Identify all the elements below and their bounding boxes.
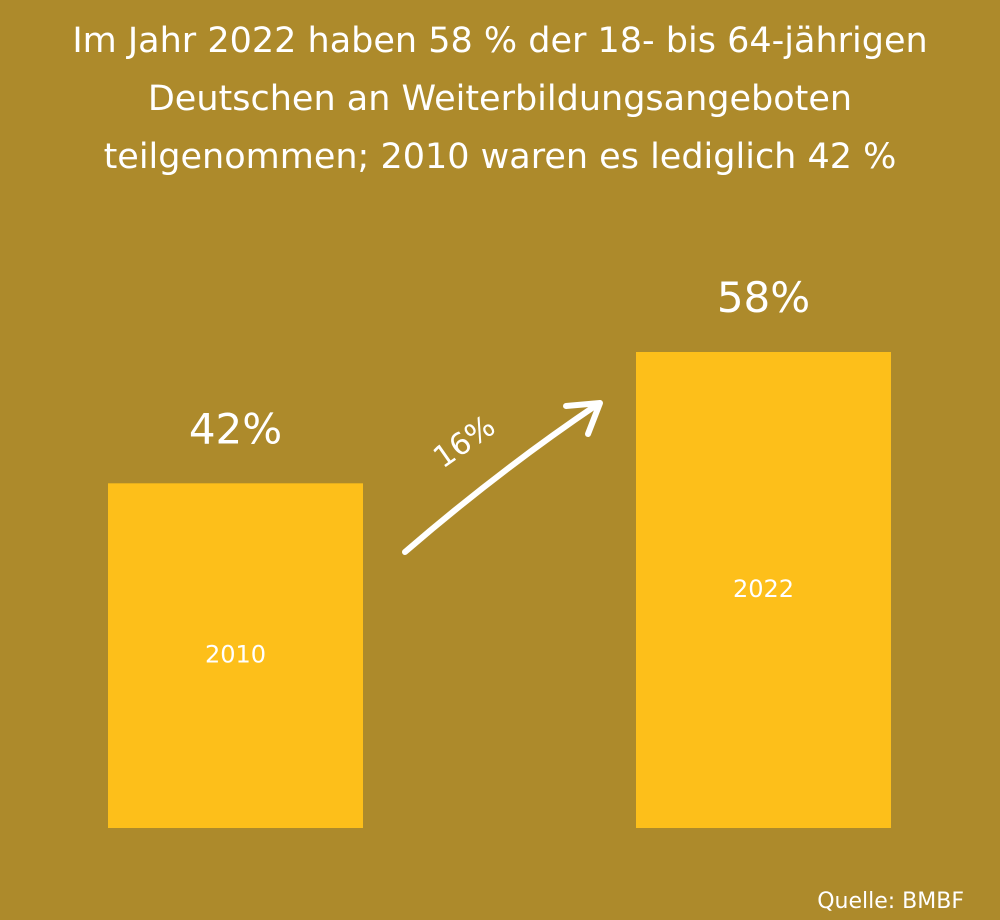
source: Quelle: BMBF xyxy=(817,889,964,914)
growth-annotation: 16% xyxy=(427,409,502,476)
category-label: 2022 xyxy=(733,575,794,603)
arrow-head xyxy=(563,400,603,437)
bar xyxy=(108,483,363,828)
arrow xyxy=(402,401,601,555)
value-label: 58% xyxy=(717,273,810,322)
chart-title: Im Jahr 2022 haben 58 % der 18- bis 64-j… xyxy=(72,21,928,177)
category-label: 2010 xyxy=(205,641,266,669)
bar xyxy=(636,352,891,828)
value-label: 42% xyxy=(189,404,282,453)
